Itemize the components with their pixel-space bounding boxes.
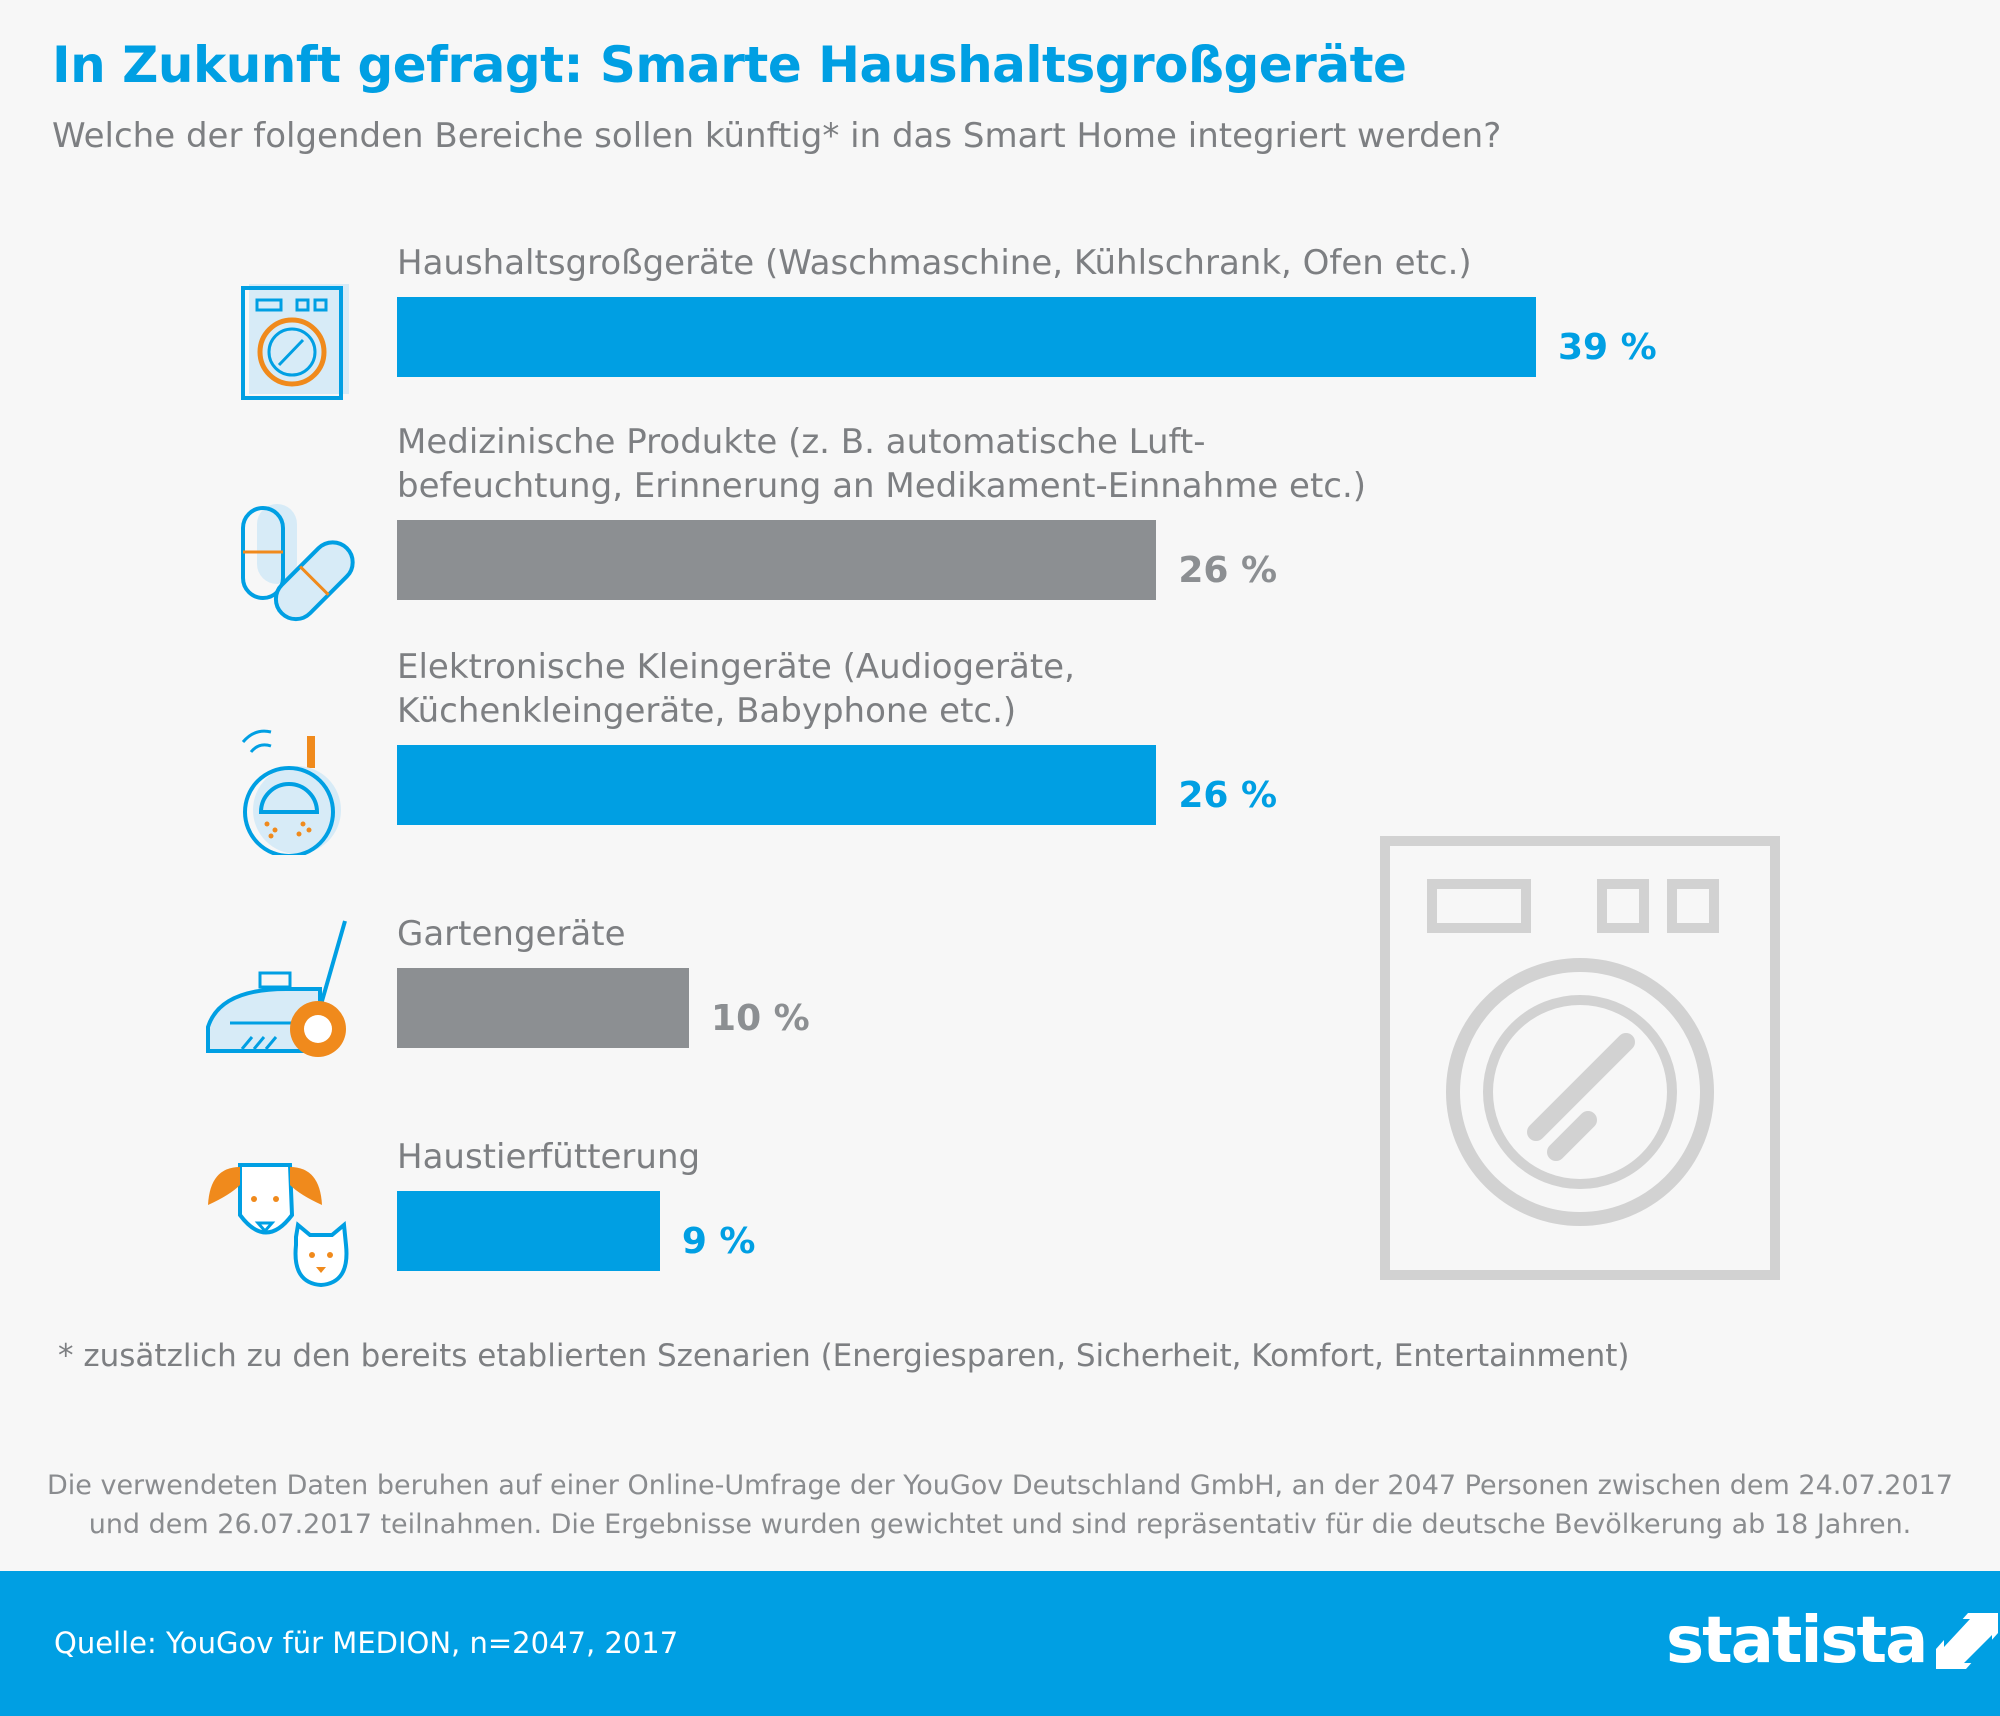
washing-machine-icon xyxy=(241,284,349,400)
methodology-line: und dem 26.07.2017 teilnahmen. Die Ergeb… xyxy=(88,1509,1912,1540)
category-label: Gartengeräte xyxy=(397,914,626,954)
bar xyxy=(397,745,1157,825)
value-label: 10 % xyxy=(711,998,810,1039)
category-label: Elektronische Kleingeräte (Audiogeräte, xyxy=(397,647,1075,687)
logo-text: statista xyxy=(1666,1604,1928,1678)
methodology-line: Die verwendeten Daten beruhen auf einer … xyxy=(46,1470,1953,1501)
lawn-mower-icon xyxy=(206,920,347,1057)
statista-logo[interactable]: statista xyxy=(1666,1604,1999,1678)
washing-machine-watermark-icon xyxy=(1380,836,1780,1280)
bar xyxy=(397,297,1536,377)
footnote: * zusätzlich zu den bereits etablierten … xyxy=(58,1338,1630,1374)
value-label: 39 % xyxy=(1558,327,1657,368)
footer-bar xyxy=(0,1571,2000,1716)
chart-subtitle: Welche der folgenden Bereiche sollen kün… xyxy=(52,116,1502,156)
category-label: befeuchtung, Erinnerung an Medikament-Ei… xyxy=(397,466,1367,506)
methodology-note: Die verwendeten Daten beruhen auf einer … xyxy=(0,1466,2000,1544)
value-label: 26 % xyxy=(1178,775,1278,816)
category-label: Haustierfütterung xyxy=(397,1137,701,1177)
chart-title: In Zukunft gefragt: Smarte Haushaltsgroß… xyxy=(52,36,1407,94)
category-label: Haushaltsgroßgeräte (Waschmaschine, Kühl… xyxy=(397,243,1472,283)
statista-logo-icon xyxy=(1936,1613,1999,1669)
bar xyxy=(397,1191,660,1271)
category-label: Medizinische Produkte (z. B. automatisch… xyxy=(397,422,1206,462)
value-label: 26 % xyxy=(1178,550,1278,591)
pills-icon xyxy=(241,504,355,622)
pets-icon xyxy=(208,1163,349,1288)
bar xyxy=(397,520,1157,600)
source-label: Quelle: YouGov für MEDION, n=2047, 2017 xyxy=(54,1626,679,1660)
value-label: 9 % xyxy=(681,1221,756,1262)
baby-monitor-icon xyxy=(241,729,341,855)
bar xyxy=(397,968,690,1048)
category-label: Küchenkleingeräte, Babyphone etc.) xyxy=(397,691,1017,731)
